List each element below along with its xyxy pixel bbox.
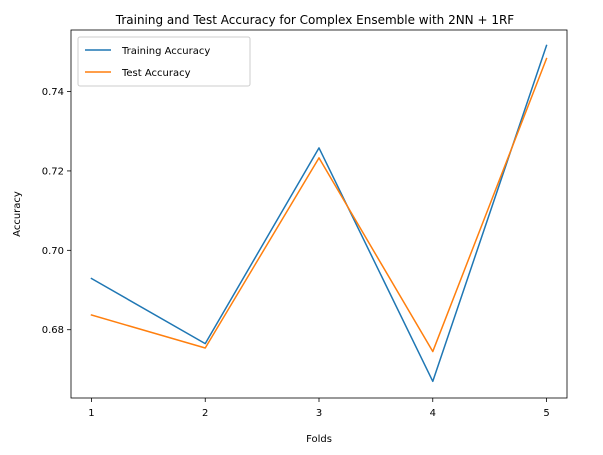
y-tick-label: 0.68 <box>42 325 64 336</box>
y-tick-label: 0.74 <box>42 87 64 98</box>
x-axis-ticks: 1 2 3 4 5 <box>88 398 550 419</box>
y-axis-label: Accuracy <box>12 191 23 237</box>
y-axis-ticks: 0.68 0.70 0.72 0.74 <box>42 87 71 336</box>
series-line-test-accuracy <box>90 57 548 353</box>
legend-frame <box>77 36 251 87</box>
legend-label: Test Accuracy <box>121 68 191 79</box>
x-tick-label: 3 <box>316 408 322 419</box>
y-tick-label: 0.72 <box>42 166 64 177</box>
legend-label: Training Accuracy <box>121 46 210 57</box>
x-tick-label: 5 <box>543 408 549 419</box>
x-tick-label: 1 <box>88 408 94 419</box>
x-axis-label: Folds <box>306 434 332 445</box>
x-tick-label: 4 <box>430 408 436 419</box>
x-tick-label: 2 <box>202 408 208 419</box>
legend: Training Accuracy Test Accuracy <box>77 36 251 87</box>
series-layer <box>90 44 548 383</box>
y-tick-label: 0.70 <box>42 246 64 257</box>
chart-title: Training and Test Accuracy for Complex E… <box>115 13 515 27</box>
series-line-training-accuracy <box>90 44 548 383</box>
